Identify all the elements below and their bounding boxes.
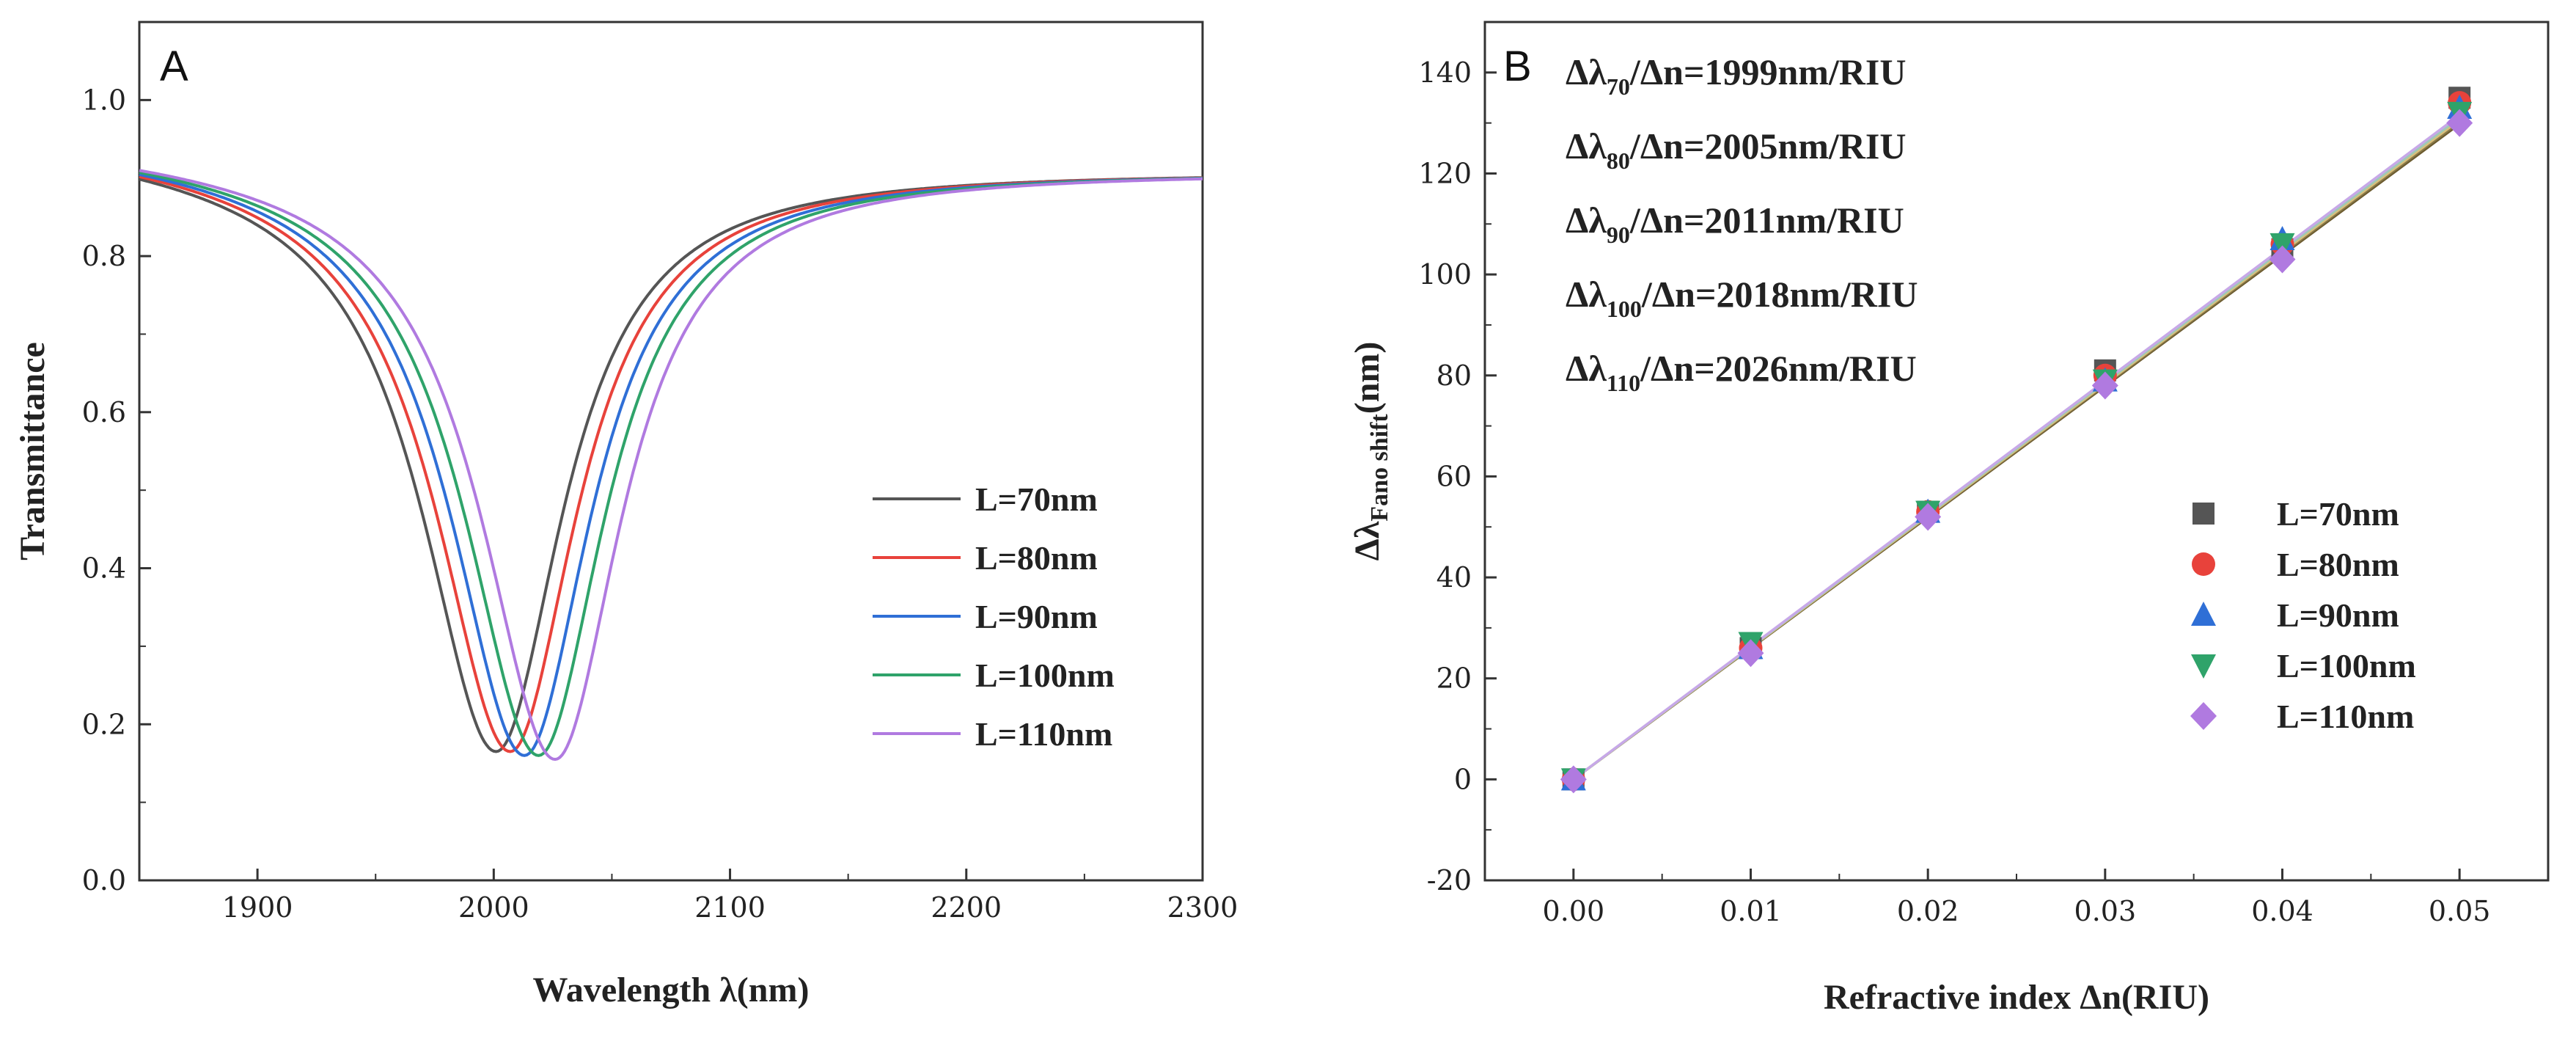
- y-tick-label: 120: [1418, 157, 1472, 189]
- fit-line: [1572, 114, 2461, 781]
- y-axis-label-b: ΔλFano shift(nm): [1348, 342, 1393, 561]
- legend-label: L=90nm: [975, 598, 1098, 635]
- y-tick-label: 100: [1418, 258, 1472, 291]
- legend-label: L=100nm: [975, 657, 1115, 694]
- x-tick-label: 1900: [222, 891, 293, 924]
- annotation-value: /Δn=2011nm/RIU: [1629, 200, 1904, 241]
- x-tick-label: 0.00: [1543, 895, 1605, 927]
- legend-label: L=100nm: [2277, 647, 2416, 684]
- panel-label-b: B: [1503, 43, 1532, 90]
- data-point-diamond: [1737, 639, 1764, 668]
- legend-label: L=70nm: [2277, 495, 2399, 533]
- annotation-value: /Δn=2026nm/RIU: [1640, 348, 1917, 389]
- chart-panel-b: 0.00 0.01 0.02 0.03 0.04 0.05 -20 0 20 40 60 80 100…: [1348, 21, 2550, 1017]
- sensitivity-annotation: Δλ80/Δn=2005nm/RIU: [1566, 125, 1906, 174]
- y-tick-label: 20: [1436, 662, 1472, 695]
- annotation-symbol: Δλ: [1566, 200, 1607, 241]
- y-tick-label: 0.2: [82, 708, 126, 740]
- data-point-diamond: [2269, 245, 2296, 274]
- chart-panel-a: 1900 2000 2100 2200 2300 0.00.20.40.60.81.0 …: [13, 21, 1238, 1009]
- sensitivity-annotation: Δλ90/Δn=2011nm/RIU: [1566, 200, 1904, 248]
- data-point-triangle-down: [2269, 233, 2295, 257]
- y-tick-label: 80: [1436, 359, 1472, 392]
- data-point-diamond: [1560, 765, 1587, 794]
- y-axis-a: 0.0 0.2 0.4 0.6 0.8 1.0: [82, 21, 151, 896]
- y-tick-label: 60: [1436, 460, 1472, 492]
- sensitivity-annotation: Δλ100/Δn=2018nm/RIU: [1566, 274, 1918, 322]
- data-points-b: [1560, 87, 2473, 794]
- series-lines-a: [139, 169, 1203, 761]
- legend-label: L=110nm: [2277, 698, 2414, 735]
- panel-label-a: A: [160, 43, 188, 90]
- legend-a: L=70nm L=80nm L=90nm L=100nm L=110nm: [873, 481, 1115, 753]
- y-axis-label-a: Transmittance: [13, 342, 52, 560]
- annotation-subscript: 80: [1607, 147, 1630, 174]
- legend-marker: [2190, 702, 2217, 730]
- y-axis-b: -20 0 20 40 60 80 100 120 140: [1418, 56, 1497, 896]
- sensitivity-annotations: Δλ70/Δn=1999nm/RIUΔλ80/Δn=2005nm/RIUΔλ90…: [1566, 51, 1918, 396]
- x-tick-label: 2300: [1167, 891, 1239, 924]
- annotation-subscript: 90: [1607, 222, 1630, 248]
- y-tick-label: 0.8: [82, 240, 126, 272]
- y-axis-label-b-end: (nm): [1348, 342, 1387, 414]
- x-tick-label: 2100: [694, 891, 766, 924]
- legend-label: L=110nm: [975, 715, 1112, 753]
- legend-marker: [2192, 552, 2215, 576]
- x-tick-label: 2000: [458, 891, 529, 924]
- y-tick-label: 140: [1418, 56, 1472, 89]
- sensitivity-annotation: Δλ70/Δn=1999nm/RIU: [1566, 51, 1906, 100]
- data-point-diamond: [1915, 503, 1942, 531]
- x-tick-label: 0.05: [2429, 895, 2491, 927]
- legend-marker: [2192, 503, 2214, 525]
- legend-label: L=90nm: [2277, 596, 2399, 634]
- legend-label: L=80nm: [2277, 546, 2399, 583]
- annotation-symbol: Δλ: [1566, 348, 1607, 389]
- y-tick-label: 0: [1454, 763, 1472, 795]
- y-tick-label: 40: [1436, 561, 1472, 593]
- y-tick-label: 0.0: [82, 864, 126, 896]
- annotation-symbol: Δλ: [1566, 51, 1607, 92]
- x-tick-label: 0.04: [2251, 895, 2313, 927]
- annotation-subscript: 100: [1607, 296, 1642, 322]
- x-axis-label-b: Refractive index Δn(RIU): [1824, 978, 2209, 1017]
- legend-marker: [2191, 654, 2216, 679]
- data-point-diamond: [2091, 371, 2118, 400]
- series-line: [139, 169, 1203, 761]
- annotation-subscript: 70: [1607, 73, 1630, 100]
- fit-lines-b: [1572, 114, 2461, 781]
- x-tick-label: 0.01: [1720, 895, 1782, 927]
- x-tick-label: 2200: [931, 891, 1002, 924]
- x-tick-label: 0.03: [2074, 895, 2137, 927]
- plot-area-a: [138, 21, 1204, 882]
- x-axis-b: 0.00 0.01 0.02 0.03 0.04 0.05: [1484, 869, 2491, 927]
- annotation-value: /Δn=1999nm/RIU: [1629, 51, 1907, 92]
- annotation-value: /Δn=2005nm/RIU: [1629, 125, 1907, 167]
- annotation-symbol: Δλ: [1566, 274, 1607, 315]
- y-axis-label-b-main: Δλ: [1348, 521, 1387, 560]
- y-axis-label-b-sub: Fano shift: [1366, 414, 1393, 522]
- legend-label: L=80nm: [975, 539, 1098, 577]
- sensitivity-annotation: Δλ110/Δn=2026nm/RIU: [1566, 348, 1917, 396]
- legend-b: L=70nm L=80nm L=90nm L=100nm L=110nm: [2190, 495, 2416, 735]
- y-tick-label: 0.6: [82, 396, 126, 428]
- annotation-symbol: Δλ: [1566, 125, 1607, 167]
- x-axis-label-a: Wavelength λ(nm): [533, 971, 810, 1009]
- data-point-diamond: [2446, 109, 2473, 137]
- annotation-subscript: 110: [1607, 370, 1640, 396]
- x-axis-a: 1900 2000 2100 2200 2300: [139, 869, 1238, 924]
- legend-label: L=70nm: [975, 481, 1098, 518]
- y-tick-label: 1.0: [82, 84, 126, 116]
- y-tick-label: -20: [1427, 864, 1472, 896]
- annotation-value: /Δn=2018nm/RIU: [1641, 274, 1918, 315]
- x-tick-label: 0.02: [1897, 895, 1959, 927]
- y-tick-label: 0.4: [82, 552, 126, 585]
- legend-marker: [2191, 602, 2216, 626]
